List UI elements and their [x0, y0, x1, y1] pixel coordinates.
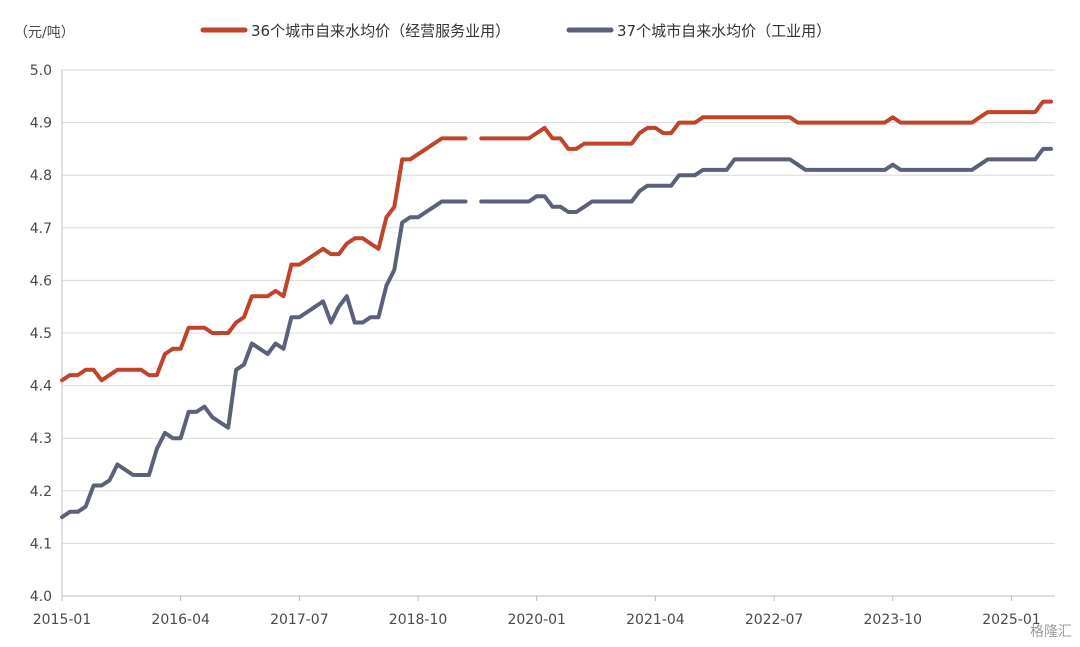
y-tick-label: 5.0: [30, 63, 52, 79]
series-line-2: [60, 146, 1053, 520]
y-tick-label: 4.3: [30, 431, 52, 447]
x-tick-label: 2022-07: [745, 612, 804, 628]
x-tick-label: 2016-04: [151, 612, 210, 628]
y-tick-label: 4.6: [30, 273, 52, 289]
x-tick-label: 2018-10: [389, 612, 448, 628]
y-axis-unit-label: （元/吨）: [14, 25, 75, 41]
x-axis-ticks: 2015-01 2016-04 2017-07 2018-10 2020-01 2021-…: [33, 596, 1041, 628]
series-lines: [60, 99, 1053, 520]
x-tick-label: 2020-01: [507, 612, 566, 628]
y-tick-label: 4.9: [30, 116, 52, 132]
y-axis-ticks: 4.0 4.1 4.2 4.3 4.4 4.5 4.6 4.7 4.8 4.9 5.0: [30, 63, 52, 605]
x-tick-label: 2025-01: [982, 612, 1041, 628]
series-line-1: [60, 99, 1053, 383]
y-tick-label: 4.0: [30, 589, 52, 605]
y-tick-label: 4.7: [30, 221, 52, 237]
gridlines: [62, 69, 1055, 544]
legend: 36个城市自来水均价（经营服务业用） 37个城市自来水均价（工业用）: [200, 22, 831, 40]
y-tick-label: 4.2: [30, 484, 52, 500]
y-tick-label: 4.4: [30, 379, 52, 395]
x-tick-label: 2021-04: [626, 612, 685, 628]
legend-label-2: 37个城市自来水均价（工业用）: [617, 22, 831, 40]
legend-label-1: 36个城市自来水均价（经营服务业用）: [251, 22, 510, 40]
x-tick-label: 2017-07: [270, 612, 329, 628]
y-tick-label: 4.1: [30, 536, 52, 552]
x-tick-label: 2015-01: [33, 612, 92, 628]
x-tick-label: 2023-10: [864, 612, 923, 628]
watermark-logo: 格隆汇: [1030, 624, 1072, 640]
y-tick-label: 4.8: [30, 168, 52, 184]
y-tick-label: 4.5: [30, 326, 52, 342]
